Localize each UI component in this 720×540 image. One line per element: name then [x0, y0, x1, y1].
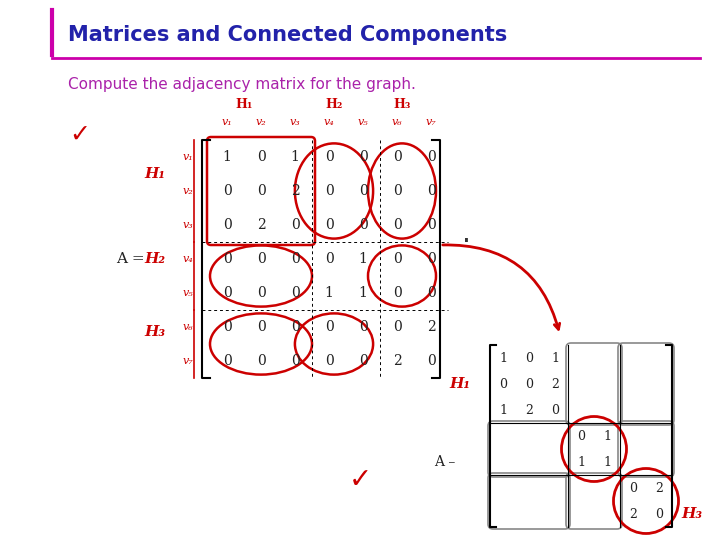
Text: H₁: H₁: [449, 377, 470, 391]
Text: 0: 0: [256, 184, 266, 198]
Text: 1: 1: [291, 150, 300, 164]
Text: 2: 2: [629, 508, 637, 521]
Text: v₆: v₆: [392, 117, 402, 127]
Text: Compute the adjacency matrix for the graph.: Compute the adjacency matrix for the gra…: [68, 78, 416, 92]
Text: 0: 0: [427, 286, 436, 300]
Text: 1: 1: [577, 456, 585, 469]
Text: 2: 2: [291, 184, 300, 198]
Text: 0: 0: [655, 508, 663, 521]
Text: 0: 0: [427, 252, 436, 266]
Text: A –: A –: [434, 455, 456, 469]
Text: A =: A =: [116, 252, 144, 266]
Text: v₇: v₇: [426, 117, 436, 127]
Text: 0: 0: [256, 150, 266, 164]
Text: v₂: v₂: [256, 117, 266, 127]
Text: 1: 1: [499, 352, 507, 365]
Text: v₅: v₅: [183, 288, 194, 298]
Text: 0: 0: [427, 184, 436, 198]
Text: ·: ·: [462, 228, 470, 256]
Text: 0: 0: [256, 286, 266, 300]
Text: 0: 0: [359, 150, 367, 164]
Text: 0: 0: [325, 320, 333, 334]
Text: 1: 1: [603, 456, 611, 469]
Text: 0: 0: [222, 320, 231, 334]
Text: 2: 2: [392, 354, 401, 368]
Text: 0: 0: [392, 218, 401, 232]
Text: 1: 1: [551, 352, 559, 365]
Text: 0: 0: [325, 184, 333, 198]
Text: 0: 0: [577, 429, 585, 442]
Text: ✓: ✓: [348, 466, 372, 494]
Text: v₃: v₃: [289, 117, 300, 127]
Text: 0: 0: [222, 354, 231, 368]
Text: 0: 0: [392, 320, 401, 334]
Text: 0: 0: [427, 218, 436, 232]
Text: 0: 0: [291, 218, 300, 232]
Text: v₅: v₅: [358, 117, 369, 127]
Text: 0: 0: [392, 184, 401, 198]
Text: H₁: H₁: [235, 98, 253, 111]
Text: H₃: H₃: [682, 507, 703, 521]
Text: 1: 1: [222, 150, 231, 164]
Text: 0: 0: [222, 184, 231, 198]
Text: H₃: H₃: [145, 325, 166, 339]
Text: H₁: H₁: [145, 167, 166, 181]
Text: 0: 0: [525, 352, 533, 365]
Text: 2: 2: [525, 403, 533, 416]
Text: 0: 0: [291, 252, 300, 266]
Text: 0: 0: [392, 150, 401, 164]
Text: H₃: H₃: [393, 98, 410, 111]
Text: 0: 0: [222, 252, 231, 266]
Text: v₆: v₆: [183, 322, 194, 332]
Text: v₁: v₁: [222, 117, 233, 127]
Text: 0: 0: [392, 252, 401, 266]
Text: 2: 2: [655, 482, 663, 495]
Text: 0: 0: [359, 218, 367, 232]
Text: 0: 0: [256, 320, 266, 334]
Text: v₄: v₄: [323, 117, 334, 127]
Text: v₃: v₃: [183, 220, 194, 230]
Text: 0: 0: [325, 150, 333, 164]
Text: 0: 0: [291, 286, 300, 300]
Text: 1: 1: [499, 403, 507, 416]
Text: v₁: v₁: [183, 152, 194, 162]
Text: 0: 0: [427, 354, 436, 368]
Text: Matrices and Connected Components: Matrices and Connected Components: [68, 25, 508, 45]
Text: 2: 2: [256, 218, 266, 232]
Text: 0: 0: [222, 218, 231, 232]
Text: 0: 0: [525, 377, 533, 390]
Text: 1: 1: [603, 429, 611, 442]
Text: 1: 1: [325, 286, 333, 300]
Text: 0: 0: [359, 320, 367, 334]
Text: 0: 0: [392, 286, 401, 300]
Text: 0: 0: [551, 403, 559, 416]
Text: 0: 0: [325, 252, 333, 266]
Text: 2: 2: [427, 320, 436, 334]
Text: H₂: H₂: [325, 98, 343, 111]
Text: 0: 0: [291, 354, 300, 368]
Text: v₇: v₇: [183, 356, 194, 366]
Text: 0: 0: [256, 354, 266, 368]
Text: 2: 2: [551, 377, 559, 390]
Text: 1: 1: [359, 252, 367, 266]
Text: 0: 0: [291, 320, 300, 334]
Text: 0: 0: [427, 150, 436, 164]
Text: v₂: v₂: [183, 186, 194, 196]
Text: 0: 0: [359, 354, 367, 368]
Text: 1: 1: [359, 286, 367, 300]
Text: 0: 0: [629, 482, 637, 495]
Text: 0: 0: [499, 377, 507, 390]
Text: 0: 0: [325, 218, 333, 232]
Text: 0: 0: [222, 286, 231, 300]
Text: H₂: H₂: [145, 252, 166, 266]
Text: 0: 0: [256, 252, 266, 266]
Text: 0: 0: [359, 184, 367, 198]
Text: 0: 0: [325, 354, 333, 368]
Text: v₄: v₄: [183, 254, 194, 264]
Text: ✓: ✓: [70, 123, 91, 147]
